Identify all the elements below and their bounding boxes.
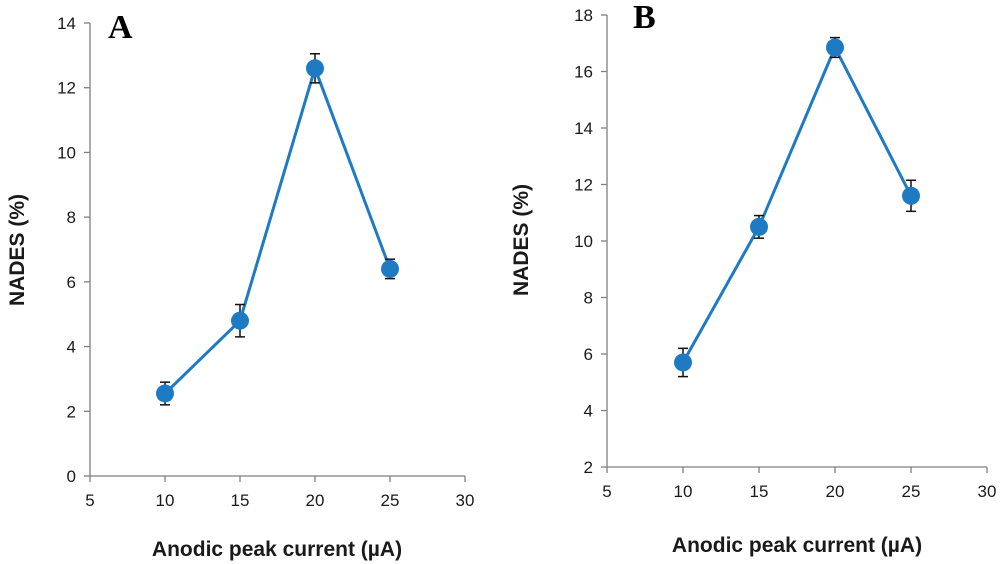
panel-b-data-point (674, 353, 692, 372)
panel-a-y-tick-label: 10 (57, 143, 76, 162)
panel-a-y-tick-label: 4 (67, 338, 76, 357)
panel-a-y-tick-label: 0 (67, 467, 76, 486)
panel-a-y-tick-label: 14 (57, 14, 76, 33)
panel-a-y-axis-title: NADES (%) (6, 194, 29, 306)
panel-b-x-tick-label: 5 (602, 482, 611, 501)
panel-b-y-tick-label: 2 (584, 458, 593, 477)
panel-a-x-tick-label: 10 (156, 491, 175, 510)
panel-a-x-tick-label: 25 (381, 491, 400, 510)
panel-a-letter: A (108, 9, 133, 46)
panel-a-data-point (306, 59, 324, 78)
panel-b-y-tick-label: 8 (584, 289, 593, 308)
panel-a-x-tick-label: 20 (306, 491, 325, 510)
panel-a-data-point (231, 311, 249, 330)
panel-b-y-axis-title: NADES (%) (510, 184, 533, 296)
panel-a-y-tick-label: 6 (67, 273, 76, 292)
panel-a-x-axis-title: Anodic peak current (µA) (152, 538, 402, 561)
panel-a-x-tick-label: 30 (456, 491, 475, 510)
panel-b-data-point (826, 38, 844, 57)
panel-b-y-tick-label: 6 (584, 345, 593, 364)
panel-b-y-tick-label: 16 (574, 63, 593, 82)
panel-b-chart: B Anodic peak current (µA) NADES (%) 2 4 6… (510, 0, 996, 557)
panel-b-y-tick-label: 10 (574, 232, 593, 251)
panel-b-y-tick-label: 18 (574, 6, 593, 25)
panel-a-y-tick-label: 12 (57, 79, 76, 98)
panel-b-y-tick-label: 4 (584, 402, 593, 421)
panel-a-y-tick-label: 8 (67, 208, 76, 227)
panel-b-letter: B (633, 0, 656, 36)
panel-a-data-point (156, 384, 174, 403)
panel-a-x-tick-label: 15 (231, 491, 250, 510)
panel-a-y-tick-label: 2 (67, 402, 76, 421)
panel-b-data-point (902, 186, 920, 205)
panel-a-series-line (163, 66, 392, 395)
panel-b-series-line (681, 46, 913, 364)
panel-b-x-tick-label: 15 (750, 482, 769, 501)
panel-b-x-tick-label: 30 (978, 482, 997, 501)
panel-b-y-tick-label: 12 (574, 176, 593, 195)
panel-b-y-tick-label: 14 (574, 119, 593, 138)
panel-a-chart: A Anodic peak current (µA) NADES (%) 0 2 4… (6, 9, 474, 561)
panel-b-x-tick-label: 20 (826, 482, 845, 501)
panel-a-x-tick-label: 5 (85, 491, 94, 510)
panel-a-data-point (381, 259, 399, 278)
panel-b-data-point (750, 217, 768, 236)
panel-b-x-tick-label: 10 (674, 482, 693, 501)
panel-b-x-axis-title: Anodic peak current (µA) (672, 534, 922, 557)
panel-b-x-tick-label: 25 (902, 482, 921, 501)
